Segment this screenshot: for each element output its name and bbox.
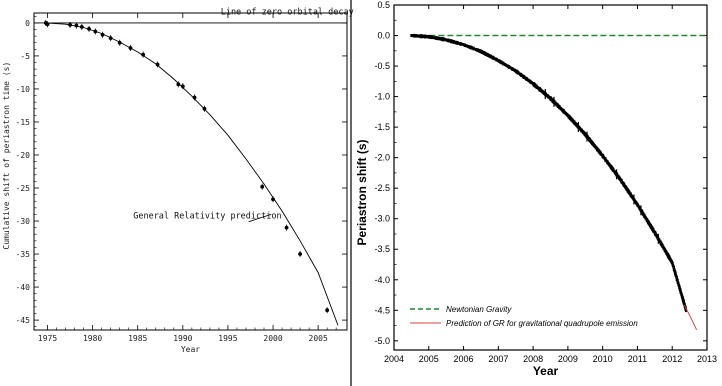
right-y-tick-label: 0.5 — [377, 0, 390, 10]
right-x-tick-label: 2013 — [697, 354, 717, 364]
left-y-axis-label: Cumulative shift of periastron time (s) — [2, 62, 11, 250]
left-data-point — [108, 36, 113, 40]
right-y-tick-label: 0.0 — [377, 31, 390, 41]
left-data-point — [298, 252, 302, 256]
right-y-axis-label: Periastron shift (s) — [355, 139, 369, 245]
left-data-point — [202, 106, 207, 111]
right-x-axis-label: Year — [533, 364, 559, 378]
right-x-tick-label: 2004 — [384, 354, 404, 364]
left-data-point — [100, 32, 105, 37]
right-legend: Newtonian Gravity Prediction of GR for g… — [410, 305, 638, 328]
right-y-tick-label: -3.5 — [374, 244, 390, 254]
left-data-point — [176, 82, 181, 87]
right-x-tick-label: 2012 — [662, 354, 682, 364]
left-data-point — [128, 46, 133, 50]
left-x-tick-label: 1985 — [128, 334, 147, 343]
right-y-axis-ticks: 0.5 0.0 -0.5 -1.0 -1.5 -2.0 -2.5 -3.0 -3.5 -4.0 -4… — [374, 0, 707, 346]
left-x-axis-label: Year — [181, 345, 200, 354]
right-y-tick-label: -0.5 — [374, 61, 390, 71]
left-annotation-gr-prediction: General Relativity prediction — [133, 211, 281, 221]
left-data-point — [284, 225, 289, 230]
left-x-tick-label: 1995 — [218, 334, 237, 343]
right-y-tick-label: -3.0 — [374, 214, 390, 224]
left-x-tick-label: 1975 — [38, 334, 57, 343]
left-y-tick-label: -20 — [16, 151, 31, 160]
right-x-tick-label: 2010 — [593, 354, 613, 364]
left-plot-frame — [33, 12, 348, 331]
right-chart: 2004 2005 2006 2007 2008 2009 2010 2011 2012 2013… — [355, 0, 717, 378]
left-x-tick-label: 1990 — [173, 334, 192, 343]
left-y-tick-label: -5 — [20, 52, 30, 61]
right-x-tick-label: 2007 — [488, 354, 508, 364]
right-y-tick-label: -4.5 — [374, 305, 390, 315]
left-data-point — [45, 22, 50, 27]
legend-label-newtonian: Newtonian Gravity — [446, 305, 512, 314]
left-x-tick-label: 2005 — [309, 334, 328, 343]
right-y-tick-label: -1.0 — [374, 92, 390, 102]
right-x-axis-ticks: 2004 2005 2006 2007 2008 2009 2010 2011 2012 2013 — [384, 5, 717, 364]
left-data-point — [93, 29, 98, 34]
left-y-tick-label: -40 — [16, 283, 31, 292]
right-x-tick-label: 2008 — [523, 354, 543, 364]
legend-label-gr-prediction: Prediction of GR for gravitational quadr… — [446, 319, 638, 328]
left-chart: 1975 1980 1985 1990 1995 2000 2005 0 -5 -10 -15 -2… — [2, 7, 354, 354]
left-x-tick-label: 1980 — [83, 334, 102, 343]
left-y-tick-label: -45 — [16, 316, 31, 325]
left-x-tick-label: 2000 — [263, 334, 282, 343]
right-x-tick-label: 2005 — [419, 354, 439, 364]
right-data-point — [684, 307, 688, 313]
left-annotation-arrow — [248, 214, 272, 223]
right-plot-frame — [393, 4, 708, 351]
left-data-point — [325, 308, 330, 313]
right-y-tick-label: -1.5 — [374, 122, 390, 132]
left-y-axis-ticks: 0 -5 -10 -15 -20 -25 -30 -35 -40 -45 — [16, 16, 347, 327]
left-data-point — [180, 84, 185, 89]
right-x-tick-label: 2011 — [628, 354, 647, 364]
left-x-axis-ticks: 1975 1980 1985 1990 1995 2000 2005 — [38, 13, 337, 343]
right-x-tick-label: 2006 — [454, 354, 474, 364]
right-y-tick-label: -2.5 — [374, 183, 390, 193]
right-y-tick-label: -2.0 — [374, 153, 390, 163]
left-annotation-zero-decay: Line of zero orbital decay — [221, 7, 354, 17]
left-data-point — [271, 197, 275, 202]
right-x-tick-label: 2009 — [558, 354, 578, 364]
left-data-point — [260, 184, 265, 189]
left-y-tick-label: -35 — [16, 250, 31, 259]
left-data-point — [117, 40, 122, 45]
right-series-group — [410, 33, 707, 331]
left-data-point — [74, 23, 79, 28]
left-y-tick-label: 0 — [25, 19, 30, 28]
left-data-point — [79, 24, 84, 29]
right-gr-prediction-curve — [683, 305, 698, 331]
left-data-point — [68, 22, 72, 27]
right-y-tick-label: -4.0 — [374, 275, 390, 285]
left-data-point — [192, 95, 197, 100]
left-data-point — [155, 62, 160, 67]
left-y-tick-label: -30 — [16, 217, 31, 226]
left-data-point — [141, 52, 146, 57]
left-data-point — [87, 26, 91, 31]
left-y-tick-label: -25 — [16, 184, 31, 193]
left-y-tick-label: -15 — [16, 118, 31, 127]
right-y-tick-label: -5.0 — [374, 336, 390, 346]
left-series-group — [34, 19, 347, 326]
left-y-tick-label: -10 — [16, 85, 31, 94]
